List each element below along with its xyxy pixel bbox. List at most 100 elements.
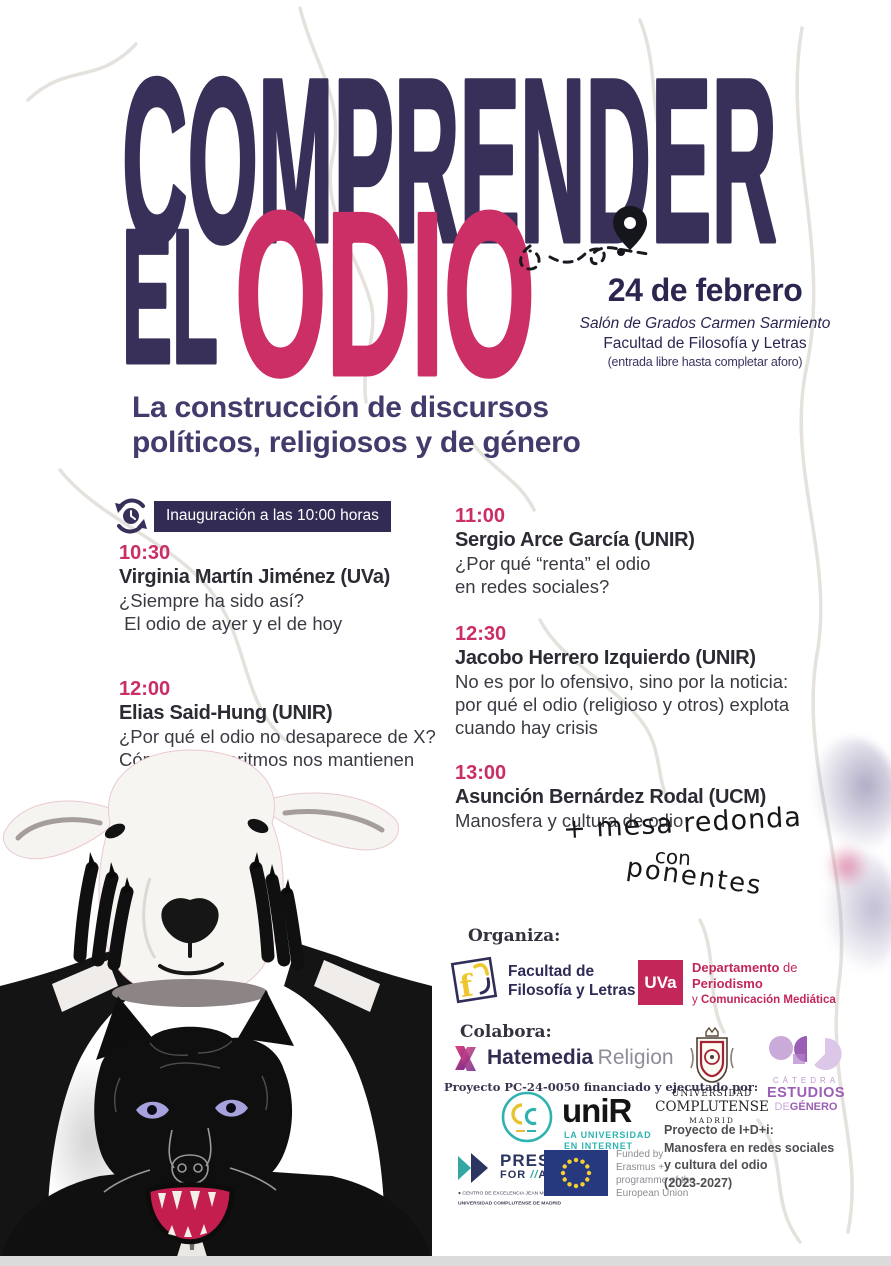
talk-speaker: Virginia Martín Jiménez (UVa)	[119, 566, 391, 588]
catedra-line3: DEGÉNERO	[758, 1101, 854, 1114]
schedule-item: 13:00 Asunción Bernárdez Rodal (UCM) Man…	[455, 761, 865, 832]
facultad-filosofia-letras-logo: f	[450, 956, 498, 1005]
clock-cycle-icon	[115, 498, 147, 534]
uva-department-name: Departamento de Periodismo y Comunicació…	[692, 960, 836, 1008]
unir-tagline: LA UNIVERSIDAD EN INTERNET	[564, 1130, 651, 1152]
catedra-de: DE	[774, 1101, 790, 1113]
uva-logo: UVa	[638, 960, 683, 1005]
pink-speckle-decoration	[824, 840, 870, 892]
catedra-line1: CÁTEDRA	[772, 1076, 840, 1085]
talk-speaker: Asunción Bernárdez Rodal (UCM)	[455, 786, 767, 808]
ucm-line1: UNIVERSIDAD	[671, 1089, 753, 1099]
bottom-edge-bar	[0, 1256, 891, 1266]
wolf-sheep-mask-illustration	[0, 749, 432, 1260]
for-word: FOR	[500, 1169, 527, 1181]
talk-time: 11:00	[455, 505, 506, 527]
talk-title-line: No es por lo ofensivo, sino por la notic…	[455, 671, 789, 692]
unir-tagline-line1: LA UNIVERSIDAD	[564, 1130, 652, 1140]
idi-line3: y cultura del odio	[664, 1158, 768, 1172]
catedra-genero-logo-block: CÁTEDRA ESTUDIOS DEGÉNERO	[758, 1034, 854, 1114]
schedule-item: 12:30 Jacobo Herrero Izquierdo (UNIR) No…	[455, 622, 865, 739]
press-forward-subtext: ● CENTRO DE EXCELENCIA JEAN MONNET UNIVE…	[458, 1190, 624, 1210]
talk-title-line: en redes sociales?	[455, 576, 610, 597]
talk-speaker: Sergio Arce García (UNIR)	[455, 529, 695, 551]
event-date: 24 de febrero	[607, 272, 803, 308]
title-el: EL	[122, 191, 218, 400]
talk-time: 12:30	[455, 623, 507, 645]
eu-stars	[560, 1157, 592, 1189]
subtitle-line2: políticos, religiosos y de género	[132, 426, 581, 459]
organiza-label: Organiza:	[468, 926, 561, 946]
ucm-line: UNIVERSIDAD COMPLUTENSE DE MADRID	[458, 1200, 562, 1206]
wolf-head	[94, 990, 294, 1245]
uva-dept-word: Departamento	[692, 960, 780, 975]
slashes-glyph: //	[530, 1169, 539, 1181]
unir-circle-logo	[501, 1091, 553, 1143]
uva-dept-line3: y Comunicación Mediática	[692, 992, 836, 1008]
wolf-claws	[88, 852, 291, 896]
hatemedia-religion: Religion	[597, 1046, 674, 1069]
talk-title-line: El odio de ayer y el de hoy	[119, 613, 343, 634]
location-pin-icon	[613, 206, 647, 250]
fyl-line2: Filosofía y Letras	[508, 982, 636, 999]
unir-wordmark: uniR	[562, 1092, 632, 1129]
talk-title-line: Manosfera y cultura de odio	[455, 810, 684, 831]
venue-building: Facultad de Filosofía y Letras	[603, 335, 807, 352]
admission-note: (entrada libre hasta completar aforo)	[607, 355, 803, 369]
eu-funding-line2: Erasmus +	[616, 1162, 665, 1173]
wolf-hands	[73, 861, 305, 971]
wolf-teeth	[158, 1191, 216, 1237]
eu-funding-text: Funded by Erasmus + programme of the Eur…	[616, 1148, 695, 1200]
talk-title-line: cuando hay crisis	[455, 717, 598, 738]
jean-monnet-line: ● CENTRO DE EXCELENCIA JEAN MONNET	[458, 1190, 562, 1196]
ucm-line3: MADRID	[689, 1116, 735, 1125]
headline-block: COMPRENDER EL ODIO	[120, 29, 780, 401]
talk-title-line: por qué el odio (religioso y otros) expl…	[455, 694, 790, 715]
title-line1: COMPRENDER	[122, 31, 777, 291]
talk-speaker: Jacobo Herrero Izquierdo (UNIR)	[455, 647, 756, 669]
idi-line4: (2023-2027)	[664, 1175, 733, 1190]
eu-funding-line4: European Union	[616, 1188, 689, 1199]
idi-project-text: Proyecto de I+D+i: Manosfera en redes so…	[664, 1122, 834, 1192]
unir-tagline-line2: EN INTERNET	[564, 1141, 633, 1151]
hatemedia-wordmark: Hatemedia Religion	[487, 1046, 674, 1070]
schedule-item: 10:30 Virginia Martín Jiménez (UVa) ¿Sie…	[119, 541, 469, 635]
route-dashes-icon	[519, 244, 650, 271]
title-odio: ODIO	[235, 165, 535, 400]
talk-title-line: ¿Siempre ha sido así?	[119, 590, 305, 611]
inauguration-badge: Inauguración a las 10:00 horas	[154, 501, 391, 532]
venue-room: Salón de Grados Carmen Sarmiento	[579, 315, 831, 332]
complutense-logo-block: UNIVERSIDAD COMPLUTENSE MADRID	[652, 1026, 772, 1127]
uva-dept-periodismo: Periodismo	[692, 976, 763, 991]
eu-flag	[544, 1150, 608, 1196]
jean-monnet-text: CENTRO DE EXCELENCIA JEAN MONNET	[462, 1190, 562, 1196]
event-info: 24 de febrero Salón de Grados Carmen Sar…	[560, 272, 850, 370]
uva-dept-line1: Departamento de	[692, 960, 836, 976]
complutense-crest-icon	[690, 1026, 734, 1083]
talk-time: 13:00	[455, 762, 507, 784]
press-forward-arrows-icon	[458, 1153, 488, 1183]
uva-dept-line2: Periodismo	[692, 976, 836, 992]
talk-speaker: Elias Said-Hung (UNIR)	[119, 702, 333, 724]
schedule-item: 11:00 Sergio Arce García (UNIR) ¿Por qué…	[455, 504, 865, 598]
schedule-right-column: 11:00 Sergio Arce García (UNIR) ¿Por qué…	[455, 504, 865, 852]
facultad-filosofia-letras-name: Facultad de Filosofía y Letras	[508, 962, 635, 1000]
catedra-line2: ESTUDIOS	[766, 1085, 846, 1101]
talk-time: 10:30	[119, 542, 171, 564]
eu-funding-line3: programme of the	[616, 1175, 695, 1186]
idi-line2: Manosfera en redes sociales	[664, 1140, 835, 1155]
funding-note: Proyecto PC-24-0050 financiado y ejecuta…	[444, 1080, 759, 1094]
uva-dept-de: de	[779, 960, 798, 975]
colabora-label: Colabora:	[460, 1022, 552, 1042]
talk-title-line: ¿Por qué “renta” el odio	[455, 553, 651, 574]
subtitle-line1: La construcción de discursos	[132, 391, 549, 424]
talk-title-line: ¿Por qué el odio no desaparece de X?	[119, 726, 436, 747]
talk-time: 12:00	[119, 678, 171, 700]
purple-speckle-decoration	[806, 738, 891, 858]
eu-funding-line1: Funded by	[616, 1149, 664, 1160]
sheep-mask	[3, 749, 399, 1007]
wolf-arms	[0, 943, 432, 1260]
poster-subtitle: La construcción de discursos políticos, …	[132, 390, 581, 460]
ucm-line2: COMPLUTENSE	[655, 1099, 769, 1115]
uva-dept-comunicacion: Comunicación Mediática	[700, 994, 836, 1006]
